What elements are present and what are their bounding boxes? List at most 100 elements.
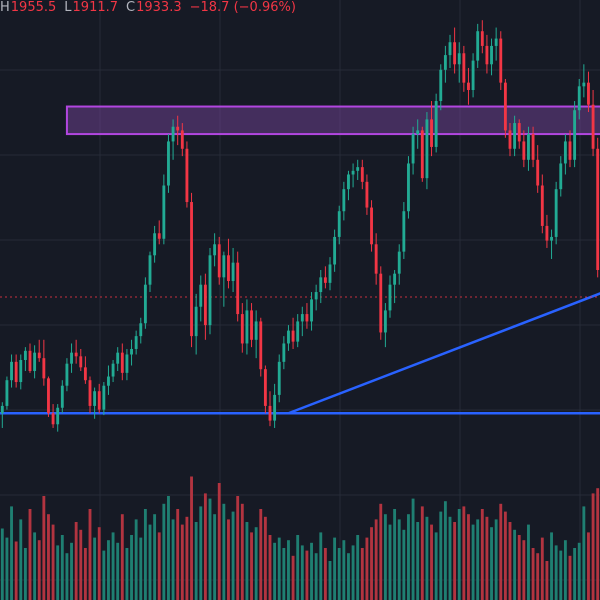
volume-bar [471, 524, 475, 600]
candle-body [19, 360, 23, 383]
candle [120, 343, 124, 381]
candle [407, 156, 410, 219]
candle [550, 229, 553, 259]
candle-body [402, 211, 406, 252]
candle [310, 292, 313, 331]
candle [222, 251, 226, 307]
candle [250, 303, 253, 348]
resistance-zone-layer[interactable] [65, 105, 600, 136]
ohlc-change: −18.7 (−0.96%) [189, 0, 296, 15]
candle [23, 347, 27, 372]
candle [319, 270, 323, 304]
volume-bar [83, 548, 87, 600]
resistance-zone[interactable] [65, 105, 600, 136]
candle-body [347, 174, 350, 190]
candle [42, 339, 46, 386]
volume-bar [74, 522, 78, 600]
candle-body [139, 323, 143, 337]
volume-bar [208, 498, 212, 600]
volume-bar [93, 537, 97, 600]
volume-bar [250, 532, 253, 600]
volume-bar [379, 503, 383, 600]
candle-body [379, 273, 383, 333]
candle [554, 181, 558, 245]
candle-body [254, 321, 258, 340]
candle-body [120, 352, 124, 373]
candle [0, 402, 4, 428]
candle-body [28, 350, 32, 372]
candle-body [494, 38, 498, 46]
candle [397, 244, 401, 285]
candle [328, 257, 332, 291]
candle-body [531, 134, 535, 160]
volume-bar [23, 548, 27, 600]
volume-bar [503, 511, 507, 600]
volume-bar [162, 503, 166, 600]
candle [453, 27, 457, 74]
candle-body [310, 299, 313, 322]
volume-bar [457, 509, 461, 600]
candle [527, 126, 530, 171]
candle [443, 45, 447, 83]
volume-bar [490, 527, 493, 600]
candle-body [33, 352, 37, 372]
candle [37, 339, 41, 362]
volume-bar [407, 514, 410, 600]
candle [254, 310, 258, 359]
volume-bar [573, 548, 577, 600]
candle-body [240, 314, 244, 344]
candle-body [360, 167, 364, 182]
candle [282, 336, 286, 370]
candle [360, 159, 364, 190]
volume-bar [531, 548, 535, 600]
volume-bar [453, 522, 457, 600]
volume-bar [522, 540, 526, 600]
candle [227, 238, 230, 289]
candle [536, 145, 540, 193]
candle [83, 356, 87, 384]
candle [65, 358, 69, 392]
candle [379, 266, 383, 340]
candle [14, 354, 18, 388]
candle-body [471, 60, 475, 90]
candle-body [51, 413, 55, 425]
candle [305, 303, 309, 329]
candle [351, 163, 355, 188]
candle [213, 233, 217, 267]
candle [402, 202, 406, 259]
volume-bar [568, 555, 572, 600]
candle-body [153, 233, 157, 256]
candle [540, 174, 544, 234]
volume-bar [356, 535, 360, 600]
candle-body [162, 185, 166, 239]
candle [167, 134, 170, 193]
volume-bar [420, 506, 424, 600]
candle [157, 220, 161, 245]
volume-bar [245, 522, 249, 600]
ascending-trendline[interactable] [288, 289, 600, 415]
candlesticks [0, 20, 600, 432]
candle-body [300, 314, 304, 322]
volume-bar [513, 529, 517, 600]
volume-bar [167, 496, 170, 600]
volume-bar [277, 537, 281, 600]
candle [545, 214, 549, 248]
volume-bar [462, 506, 466, 600]
candle-body [190, 202, 193, 337]
volume-bar [139, 537, 143, 600]
candle-body [287, 330, 290, 344]
candle-body [227, 255, 230, 282]
candle [347, 170, 350, 201]
volume-bar [416, 522, 420, 600]
volume-bar [383, 514, 387, 600]
candle [60, 380, 64, 414]
candle-body [536, 159, 540, 186]
volume-bar [70, 542, 73, 600]
candle-body [365, 181, 369, 208]
candle-body [425, 119, 429, 179]
trendline-layer[interactable] [0, 289, 600, 415]
volume-bar [28, 509, 32, 600]
volume-bar [287, 540, 290, 600]
